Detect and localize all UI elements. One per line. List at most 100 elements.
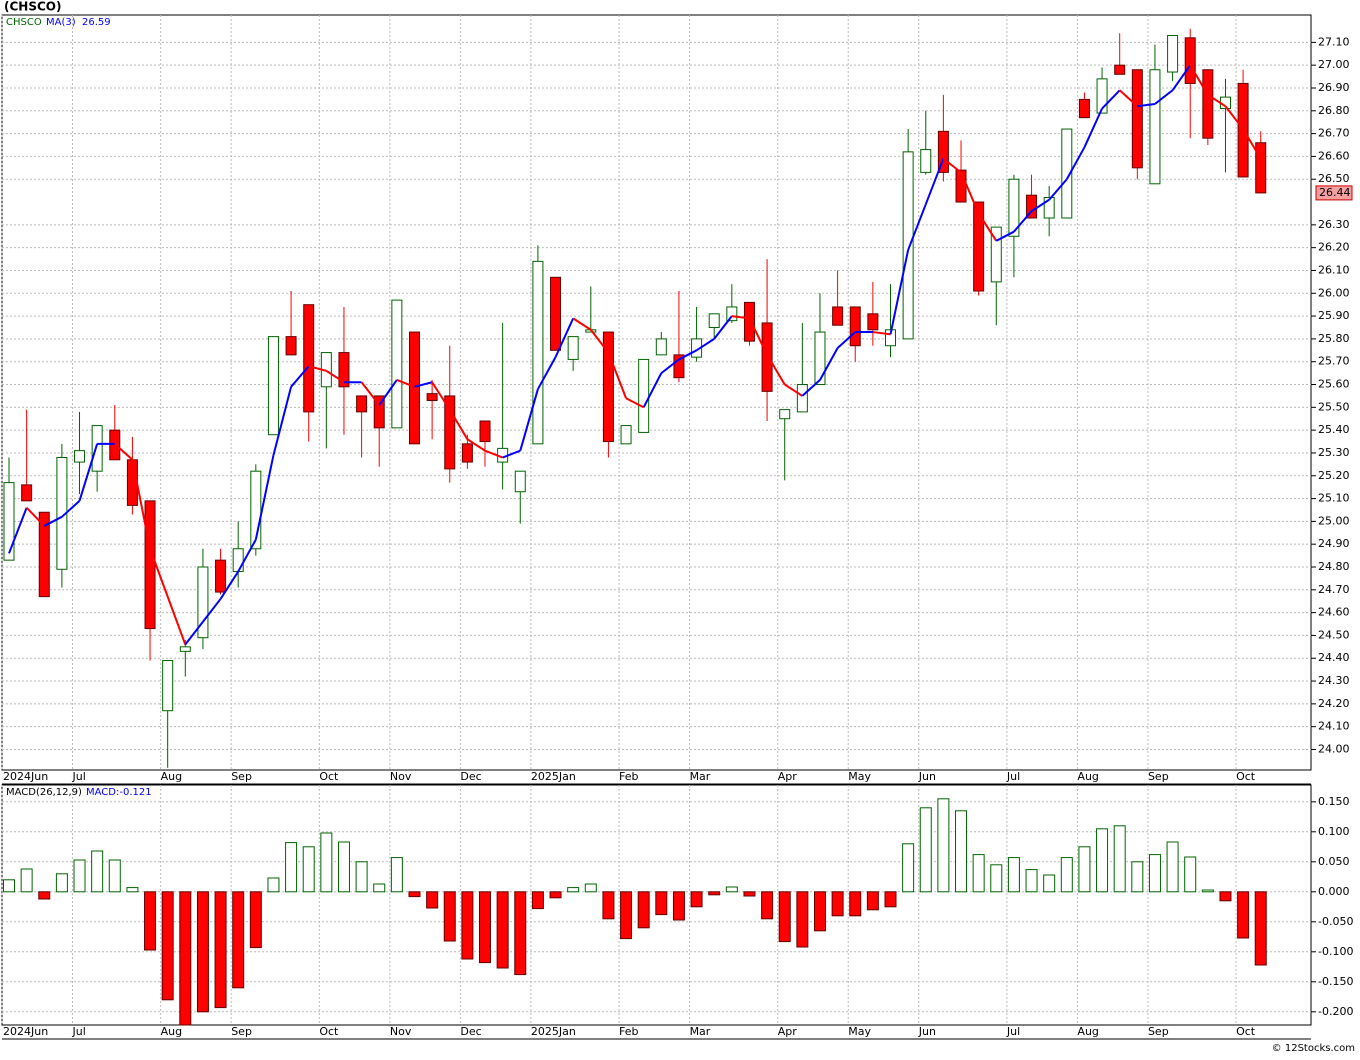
candle-body xyxy=(373,395,385,429)
x-tick-label: Oct xyxy=(319,770,339,783)
ma-segment xyxy=(1101,89,1121,110)
candle-body xyxy=(74,450,86,463)
y-tick-label: 24.70 xyxy=(1318,583,1350,596)
ma-segment xyxy=(1171,64,1192,91)
x-tick-label: Aug xyxy=(1077,770,1098,783)
candle-body xyxy=(726,306,738,322)
y-tick-label: 25.20 xyxy=(1318,469,1350,482)
x-tick-label: Apr xyxy=(778,770,798,783)
macd-bar xyxy=(496,891,509,969)
macd-bar xyxy=(584,883,597,893)
candle-body xyxy=(356,395,368,413)
macd-bar xyxy=(1184,856,1197,893)
candle-body xyxy=(162,660,174,712)
y-tick-label: 24.80 xyxy=(1318,560,1350,573)
candle-body xyxy=(91,425,103,472)
ma-segment xyxy=(166,596,187,645)
macd-bar xyxy=(567,887,580,893)
macd-bar xyxy=(373,883,386,893)
candle-body xyxy=(144,500,156,630)
chart-title: (CHSCO) xyxy=(4,0,61,14)
y-tick-label: 24.20 xyxy=(1318,697,1350,710)
y-tick-label: 24.00 xyxy=(1318,742,1350,755)
candle-body xyxy=(444,395,456,470)
y-tick-label: 26.10 xyxy=(1318,263,1350,276)
ma-segment xyxy=(1048,178,1068,201)
ma-segment xyxy=(502,449,521,459)
y-tick-label: 26.20 xyxy=(1318,241,1350,254)
legend-symbol: CHSCO xyxy=(6,17,42,28)
x-tick-label: May xyxy=(848,770,871,783)
candle-body xyxy=(849,306,861,347)
macd-bar xyxy=(91,850,104,893)
macd-bar xyxy=(232,891,245,989)
candle-body xyxy=(814,331,826,386)
macd-bar xyxy=(866,891,879,911)
ma-segment xyxy=(290,365,310,388)
candle-body xyxy=(708,313,720,328)
x-tick-label: Jun xyxy=(918,1025,936,1038)
y-tick-label: 25.00 xyxy=(1318,514,1350,527)
candle-body xyxy=(426,393,438,401)
macd-bar xyxy=(620,891,633,940)
macd-bar xyxy=(1237,891,1250,939)
candle-body xyxy=(514,470,526,493)
ma-segment xyxy=(360,381,381,406)
y-tick-label: 26.90 xyxy=(1318,81,1350,94)
macd-bar xyxy=(108,859,121,893)
macd-bar xyxy=(3,879,15,893)
y-tick-label: 25.50 xyxy=(1318,400,1350,413)
ma-segment xyxy=(414,381,433,388)
candle-body xyxy=(1096,78,1108,114)
candle-body xyxy=(1149,69,1161,185)
candle-body xyxy=(197,566,209,639)
macd-bar xyxy=(355,861,368,893)
y-tick-label: -0.200 xyxy=(1318,1005,1353,1018)
macd-bar xyxy=(743,891,756,897)
x-tick-label: Sep xyxy=(231,770,252,783)
macd-bar xyxy=(302,846,315,893)
macd-bar xyxy=(479,891,492,964)
y-tick-label: 24.30 xyxy=(1318,674,1350,687)
ma-segment xyxy=(1189,64,1209,96)
x-tick-label: Oct xyxy=(1236,1025,1256,1038)
ma-segment xyxy=(114,443,134,461)
ma-segment xyxy=(572,317,592,331)
x-tick-label: Jul xyxy=(72,1025,86,1038)
ma-segment xyxy=(642,372,663,408)
candle-body xyxy=(973,201,985,292)
macd-bar xyxy=(708,891,721,896)
macd-bar xyxy=(1113,825,1126,893)
candle-body xyxy=(779,409,791,420)
macd-bar xyxy=(902,843,915,893)
macd-bar xyxy=(126,887,139,893)
macd-bar xyxy=(1148,854,1161,893)
candle-body xyxy=(550,276,562,351)
macd-bar xyxy=(990,864,1003,893)
candle-body xyxy=(532,260,544,445)
candle-body xyxy=(391,299,403,429)
ma-segment xyxy=(977,212,998,242)
macd-bar xyxy=(549,891,562,899)
candle-body xyxy=(743,301,755,342)
y-tick-label: 25.60 xyxy=(1318,378,1350,391)
ma-segment xyxy=(872,331,891,336)
macd-bar xyxy=(761,891,774,920)
candle-body xyxy=(1202,69,1214,139)
macd-bar xyxy=(672,891,685,921)
candle-body xyxy=(3,482,15,561)
ma-segment xyxy=(907,203,927,251)
y-tick-label: 25.30 xyxy=(1318,446,1350,459)
candle-body xyxy=(232,548,244,573)
ma-segment xyxy=(537,356,557,390)
y-tick-label: 26.70 xyxy=(1318,127,1350,140)
x-tick-label: Nov xyxy=(390,770,412,783)
candle-body xyxy=(796,384,808,413)
x-tick-label: Oct xyxy=(319,1025,339,1038)
y-tick-label: 24.50 xyxy=(1318,628,1350,641)
macd-bar xyxy=(20,868,33,893)
macd-bar xyxy=(443,891,456,942)
ma-segment xyxy=(272,386,293,456)
x-tick-label: Sep xyxy=(1148,770,1169,783)
y-tick-label: 0.000 xyxy=(1318,885,1350,898)
